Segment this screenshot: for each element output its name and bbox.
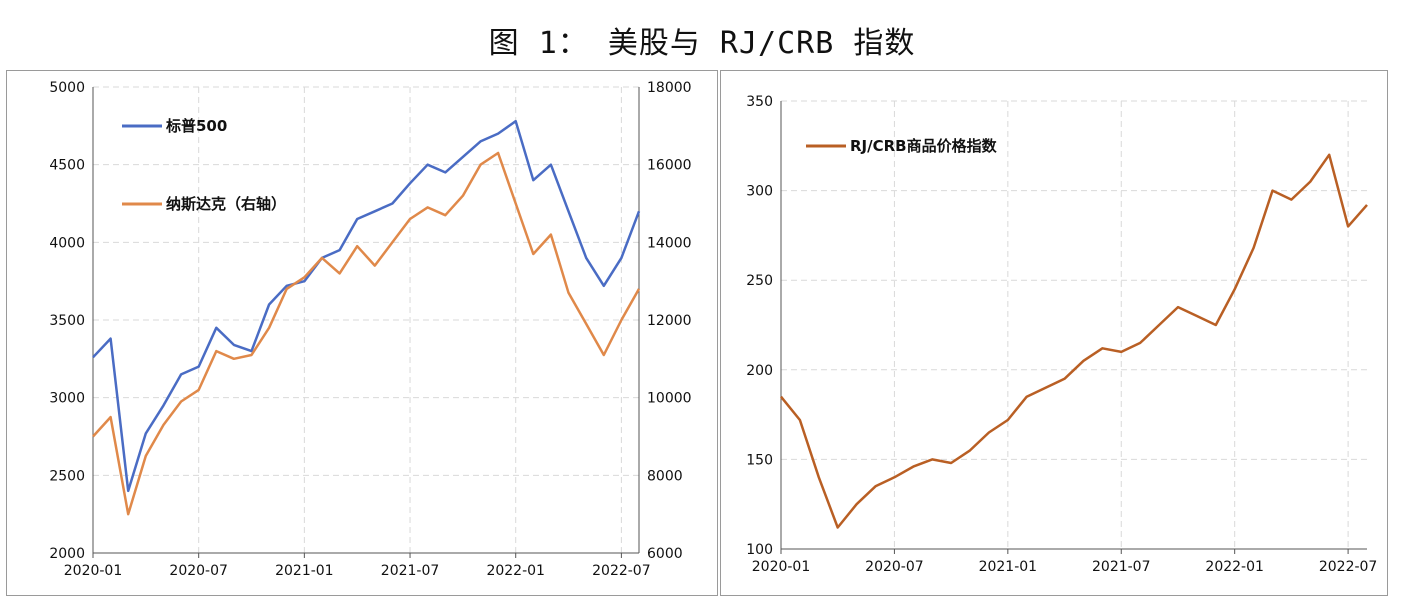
x-axis-tick-label: 2022-07 [592, 563, 651, 579]
y-axis-left-tick-label: 200 [746, 363, 773, 379]
y-axis-left-tick-label: 100 [746, 542, 773, 558]
y-axis-left-tick-label: 2000 [49, 546, 85, 562]
x-axis-tick-label: 2020-07 [169, 563, 228, 579]
y-axis-left-tick-label: 5000 [49, 80, 85, 96]
chart-panel-commodities: 100 150 200 250 300 350 2020-01 2020-07 2021-01 2… [720, 70, 1388, 596]
y-axis-left-tick-label: 250 [746, 273, 773, 289]
x-axis-tick-label: 2022-07 [1319, 559, 1378, 575]
x-axis-tick-label: 2020-01 [752, 559, 811, 575]
y-axis-left-tick-label: 4000 [49, 235, 85, 251]
chart-panel-equities: 2000 2500 3000 3500 4000 4500 5000 6000 8000 1000… [6, 70, 718, 596]
series-line-2 [92, 151, 641, 516]
y-axis-left-tick-label: 3500 [49, 313, 85, 329]
y-axis-left-tick-label: 3000 [49, 391, 85, 407]
figure-title: 图 1： 美股与 RJ/CRB 指数 [488, 26, 916, 61]
x-axis-tick-label: 2021-07 [381, 563, 440, 579]
x-axis-tick-label: 2021-01 [979, 559, 1038, 575]
x-axis-tick-label: 2020-07 [865, 559, 924, 575]
legend-label-1: RJ/CRB商品价格指数 [850, 137, 998, 155]
y-axis-left-tick-label: 4500 [49, 158, 85, 174]
x-axis-tick-label: 2021-01 [275, 563, 334, 579]
y-axis-left-tick-label: 150 [746, 452, 773, 468]
y-axis-right-tick-label: 10000 [647, 391, 692, 407]
x-axis-tick-label: 2022-01 [1205, 559, 1264, 575]
y-axis-right-tick-label: 12000 [647, 313, 692, 329]
series-line-1 [92, 119, 641, 493]
y-axis-left-tick-label: 300 [746, 184, 773, 200]
y-axis-right-tick-label: 14000 [647, 235, 692, 251]
legend-label-2: 纳斯达克（右轴） [166, 195, 286, 213]
x-axis-tick-label: 2020-01 [64, 563, 123, 579]
equities-line-chart: 2000 2500 3000 3500 4000 4500 5000 6000 8000 1000… [49, 80, 692, 579]
commodity-index-line-chart: 100 150 200 250 300 350 2020-01 2020-07 2021-01 2… [746, 94, 1378, 575]
series-line-1 [780, 153, 1368, 529]
y-axis-left-tick-label: 350 [746, 94, 773, 110]
x-axis-tick-label: 2021-07 [1092, 559, 1151, 575]
y-axis-right-tick-label: 16000 [647, 158, 692, 174]
x-axis-tick-label: 2022-01 [486, 563, 545, 579]
y-axis-right-tick-label: 8000 [647, 468, 683, 484]
y-axis-right-tick-label: 6000 [647, 546, 683, 562]
y-axis-left-tick-label: 2500 [49, 468, 85, 484]
y-axis-right-tick-label: 18000 [647, 80, 692, 96]
legend-label-1: 标普500 [165, 117, 227, 135]
